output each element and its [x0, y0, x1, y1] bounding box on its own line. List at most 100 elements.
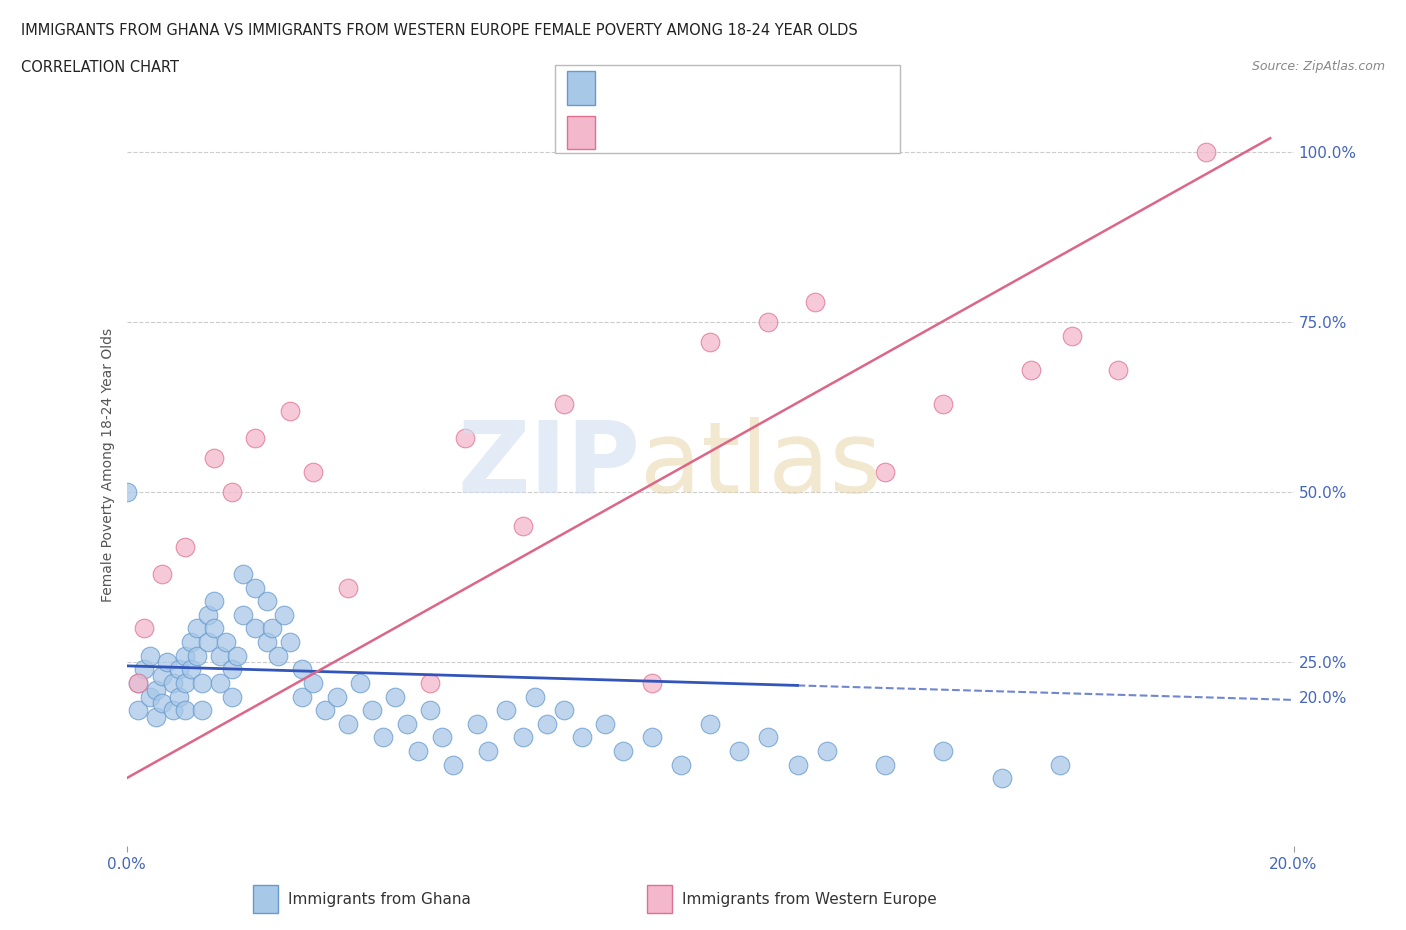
- Point: [150, 696, 173, 711]
- Point: [395, 716, 418, 731]
- Point: [441, 757, 464, 772]
- Point: [167, 662, 190, 677]
- Point: [186, 648, 208, 663]
- Point: [640, 675, 664, 690]
- Point: [302, 464, 325, 479]
- Point: [208, 648, 231, 663]
- Point: [571, 730, 593, 745]
- Point: [932, 744, 955, 759]
- Point: [162, 675, 184, 690]
- Point: [373, 730, 395, 745]
- Point: [302, 675, 325, 690]
- Point: [640, 730, 664, 745]
- Point: [243, 580, 266, 595]
- Point: [612, 744, 634, 759]
- Point: [1019, 363, 1042, 378]
- Point: [815, 744, 838, 759]
- Point: [593, 716, 616, 731]
- Point: [232, 566, 254, 581]
- Text: atlas: atlas: [640, 417, 882, 513]
- Point: [349, 675, 371, 690]
- Point: [139, 648, 162, 663]
- Point: [132, 662, 155, 677]
- Point: [256, 634, 278, 649]
- Text: Immigrants from Western Europe: Immigrants from Western Europe: [682, 892, 936, 907]
- Point: [360, 703, 382, 718]
- Point: [150, 566, 173, 581]
- Point: [337, 716, 360, 731]
- Point: [162, 703, 184, 718]
- Point: [226, 648, 249, 663]
- Point: [1108, 363, 1130, 378]
- Point: [932, 396, 955, 411]
- Text: CORRELATION CHART: CORRELATION CHART: [21, 60, 179, 75]
- Point: [384, 689, 406, 704]
- Point: [278, 634, 301, 649]
- Point: [174, 648, 197, 663]
- Point: [536, 716, 558, 731]
- Point: [477, 744, 499, 759]
- Point: [699, 335, 721, 350]
- Point: [290, 662, 312, 677]
- Point: [127, 675, 149, 690]
- Point: [337, 580, 360, 595]
- Point: [221, 662, 243, 677]
- Point: [786, 757, 808, 772]
- Point: [202, 593, 225, 608]
- Point: [132, 621, 155, 636]
- Point: [202, 451, 225, 466]
- Point: [669, 757, 692, 772]
- Point: [256, 593, 278, 608]
- Point: [512, 730, 534, 745]
- Point: [197, 607, 219, 622]
- Point: [191, 675, 214, 690]
- Text: R = -0.050   N = 80: R = -0.050 N = 80: [605, 80, 780, 98]
- Point: [465, 716, 488, 731]
- Text: IMMIGRANTS FROM GHANA VS IMMIGRANTS FROM WESTERN EUROPE FEMALE POVERTY AMONG 18-: IMMIGRANTS FROM GHANA VS IMMIGRANTS FROM…: [21, 23, 858, 38]
- Point: [454, 431, 477, 445]
- Point: [156, 655, 179, 670]
- Point: [221, 485, 243, 499]
- Point: [875, 464, 897, 479]
- Point: [267, 648, 290, 663]
- Point: [553, 396, 575, 411]
- Point: [1049, 757, 1071, 772]
- Point: [553, 703, 575, 718]
- Point: [262, 621, 284, 636]
- Point: [127, 703, 149, 718]
- Point: [990, 771, 1012, 786]
- Point: [290, 689, 312, 704]
- Point: [174, 675, 197, 690]
- Point: [139, 689, 162, 704]
- Point: [728, 744, 751, 759]
- Point: [1060, 328, 1083, 343]
- Point: [167, 689, 190, 704]
- Point: [408, 744, 430, 759]
- Point: [191, 703, 214, 718]
- Text: R =  0.639   N = 24: R = 0.639 N = 24: [605, 124, 780, 142]
- Point: [875, 757, 897, 772]
- Point: [197, 634, 219, 649]
- Text: Immigrants from Ghana: Immigrants from Ghana: [288, 892, 471, 907]
- Point: [699, 716, 721, 731]
- Y-axis label: Female Poverty Among 18-24 Year Olds: Female Poverty Among 18-24 Year Olds: [101, 328, 115, 602]
- Point: [180, 662, 202, 677]
- Point: [512, 519, 534, 534]
- Point: [325, 689, 347, 704]
- Point: [419, 675, 441, 690]
- Point: [756, 730, 779, 745]
- Point: [215, 634, 238, 649]
- Point: [150, 669, 173, 684]
- Point: [115, 485, 138, 499]
- Point: [495, 703, 517, 718]
- Point: [186, 621, 208, 636]
- Point: [419, 703, 441, 718]
- Point: [232, 607, 254, 622]
- Point: [208, 675, 231, 690]
- Point: [756, 314, 779, 329]
- Point: [174, 539, 197, 554]
- Point: [145, 710, 167, 724]
- Point: [1195, 144, 1218, 159]
- Point: [430, 730, 453, 745]
- Point: [243, 431, 266, 445]
